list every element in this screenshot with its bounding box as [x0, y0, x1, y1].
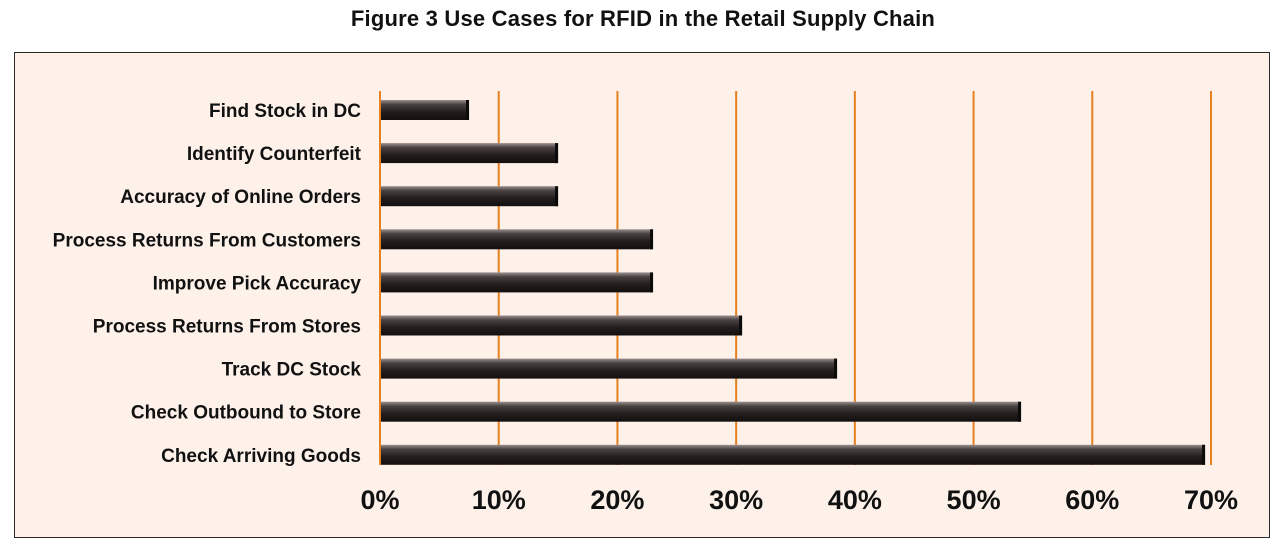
- bar-end-cap: [739, 315, 743, 336]
- category-label: Check Arriving Goods: [161, 446, 361, 467]
- category-labels: Find Stock in DC Identify Counterfeit Accu…: [53, 101, 362, 467]
- category-label: Track DC Stock: [222, 360, 362, 381]
- bar: [381, 315, 743, 336]
- x-tick-label: 20%: [590, 485, 644, 515]
- bar: [381, 444, 1206, 465]
- bar: [381, 143, 559, 164]
- bar-chart: Find Stock in DC Identify Counterfeit Accu…: [53, 91, 1238, 515]
- bar-end-cap: [834, 358, 838, 379]
- category-label: Process Returns From Stores: [93, 317, 361, 338]
- bar: [381, 100, 470, 120]
- category-label: Process Returns From Customers: [53, 230, 361, 251]
- bar-end-cap: [1018, 401, 1022, 422]
- chart-title: Figure 3 Use Cases for RFID in the Retai…: [350, 6, 936, 31]
- x-tick-label: 30%: [709, 485, 763, 515]
- category-label: Improve Pick Accuracy: [153, 273, 362, 294]
- bar-end-cap: [466, 100, 470, 120]
- x-tick-label: 60%: [1065, 485, 1119, 515]
- x-tick-label: 50%: [947, 485, 1001, 515]
- x-tick-label: 0%: [360, 485, 399, 515]
- category-label: Check Outbound to Store: [131, 403, 361, 424]
- bar: [381, 358, 838, 379]
- bar: [381, 272, 654, 293]
- bar-end-cap: [650, 229, 654, 250]
- bar-end-cap: [650, 272, 654, 293]
- bar: [381, 186, 559, 207]
- x-tick-label: 70%: [1184, 485, 1238, 515]
- x-axis-tick-labels: 0% 10% 20% 30% 40% 50% 60% 70%: [360, 485, 1238, 515]
- bar: [381, 229, 654, 250]
- bar: [381, 401, 1022, 422]
- category-label: Accuracy of Online Orders: [120, 187, 361, 208]
- bars: [381, 100, 1206, 465]
- bar-end-cap: [1202, 444, 1206, 465]
- x-tick-label: 40%: [828, 485, 882, 515]
- category-label: Find Stock in DC: [209, 101, 361, 122]
- chart-frame: Find Stock in DC Identify Counterfeit Accu…: [14, 52, 1270, 538]
- category-label: Identify Counterfeit: [187, 144, 362, 165]
- bar-end-cap: [555, 186, 559, 207]
- x-tick-label: 10%: [472, 485, 526, 515]
- bar-end-cap: [555, 143, 559, 164]
